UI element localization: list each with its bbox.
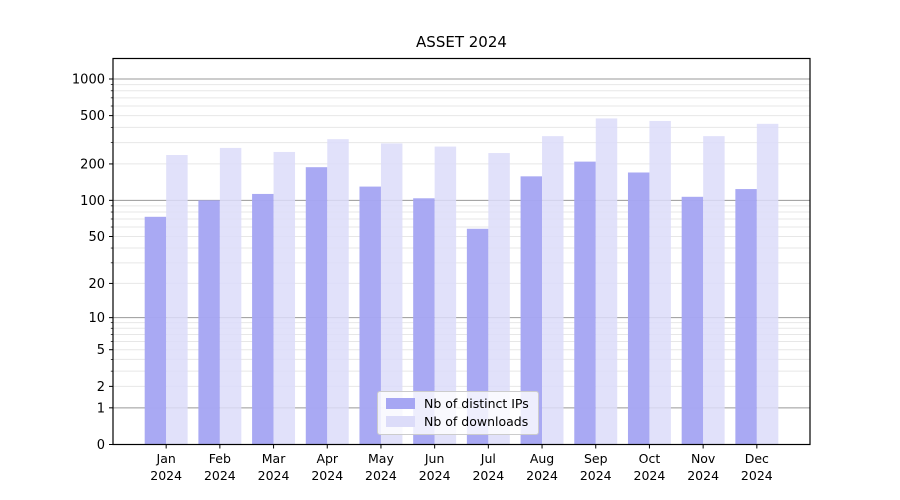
y-tick-label: 2 <box>97 380 105 395</box>
y-tick-label: 50 <box>88 230 105 245</box>
bar-downloads <box>488 153 510 445</box>
x-tick-label-year: 2024 <box>150 468 182 483</box>
y-tick-label: 0 <box>97 438 105 453</box>
axes-frame <box>112 57 811 446</box>
x-tick-label-month: Apr <box>316 451 338 466</box>
bar-distinct-ips <box>305 167 328 445</box>
y-tick-label: 200 <box>80 157 105 172</box>
legend-row-distinct-ips: Nb of distinct IPs <box>386 396 529 411</box>
bar-distinct-ips <box>627 172 650 445</box>
x-tick-label-month: Sep <box>584 451 608 466</box>
x-tick-label-year: 2024 <box>580 468 612 483</box>
bar-downloads <box>166 154 188 445</box>
y-tick-label: 20 <box>88 277 105 292</box>
bar-downloads <box>703 136 725 445</box>
x-tick-label-year: 2024 <box>634 468 666 483</box>
bar-downloads <box>327 139 349 445</box>
x-tick-label-year: 2024 <box>258 468 290 483</box>
x-tick-label-year: 2024 <box>526 468 558 483</box>
x-tick-label-month: Jun <box>424 451 445 466</box>
bar-distinct-ips <box>466 228 489 445</box>
x-tick-label-month: Oct <box>639 451 661 466</box>
x-tick-label-month: May <box>368 451 394 466</box>
x-tick-label-month: Nov <box>691 451 716 466</box>
y-tick-label: 10 <box>88 311 105 326</box>
bar-downloads <box>434 146 457 445</box>
bar-downloads <box>542 136 564 445</box>
bar-downloads <box>380 143 403 445</box>
bar-distinct-ips <box>681 196 704 445</box>
y-tick-label: 5 <box>97 343 105 358</box>
x-tick-label-month: Mar <box>262 451 286 466</box>
bar-downloads <box>756 123 779 445</box>
bar-downloads <box>219 147 242 445</box>
bar-distinct-ips <box>359 186 381 445</box>
bar-downloads <box>595 118 618 445</box>
bar-distinct-ips <box>252 193 274 445</box>
bar-distinct-ips <box>144 216 167 445</box>
legend: Nb of distinct IPs Nb of downloads <box>377 391 539 435</box>
y-axis-ticks: 0 1 2 5 10 20 50 100 200 500 1000 <box>72 73 113 453</box>
legend-row-downloads: Nb of downloads <box>386 414 529 429</box>
bar-downloads <box>273 151 296 445</box>
legend-swatch-distinct-ips <box>386 398 415 409</box>
x-tick-label-year: 2024 <box>419 468 451 483</box>
bar-distinct-ips <box>735 189 757 445</box>
x-tick-label-year: 2024 <box>365 468 397 483</box>
x-tick-label-month: Dec <box>745 451 769 466</box>
bar-distinct-ips <box>413 198 435 445</box>
bar-distinct-ips <box>198 200 220 445</box>
bars <box>144 118 779 445</box>
x-tick-label-month: Jul <box>480 451 496 466</box>
y-tick-label: 100 <box>80 194 105 209</box>
bar-distinct-ips <box>574 161 596 445</box>
y-tick-label: 500 <box>80 109 105 124</box>
bar-downloads <box>649 120 671 445</box>
bar-distinct-ips <box>520 176 543 445</box>
chart-title: ASSET 2024 <box>416 33 507 51</box>
x-tick-label-month: Jan <box>156 451 176 466</box>
legend-swatch-downloads <box>386 416 415 427</box>
x-tick-label-year: 2024 <box>311 468 343 483</box>
x-tick-label-year: 2024 <box>472 468 504 483</box>
y-tick-label: 1 <box>97 401 105 416</box>
legend-label-downloads: Nb of downloads <box>424 414 529 429</box>
x-tick-label-month: Feb <box>209 451 231 466</box>
legend-label-distinct-ips: Nb of distinct IPs <box>424 396 529 411</box>
x-tick-label-month: Aug <box>530 451 554 466</box>
x-tick-label-year: 2024 <box>741 468 773 483</box>
x-tick-label-year: 2024 <box>204 468 236 483</box>
x-tick-label-year: 2024 <box>687 468 719 483</box>
y-tick-label: 1000 <box>72 73 105 88</box>
x-axis-ticks: Jan 2024 Feb 2024 Mar 2024 Apr 2024 May 2024 Jun 20… <box>150 444 773 483</box>
